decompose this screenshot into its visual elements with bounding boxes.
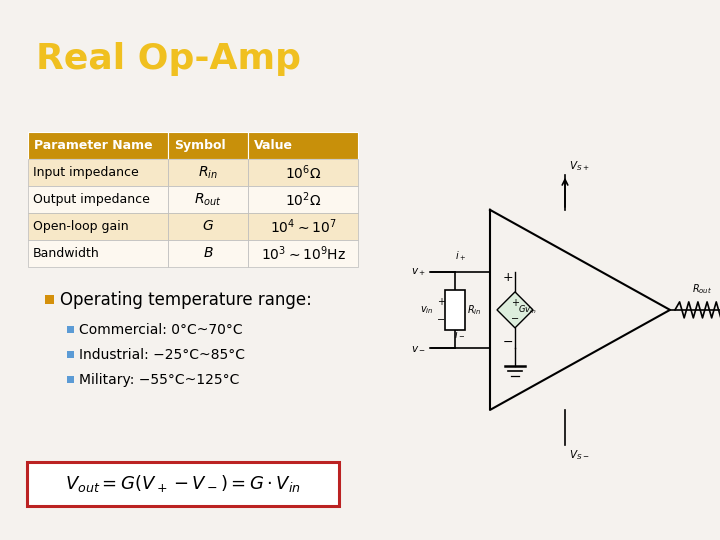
Text: $10^3{\sim}10^9$Hz: $10^3{\sim}10^9$Hz [261, 244, 346, 262]
Text: Input impedance: Input impedance [33, 166, 139, 179]
Bar [28, 132, 168, 159]
Text: Value: Value [254, 139, 293, 152]
Text: $v_+$: $v_+$ [411, 266, 426, 278]
Text: Commercial: 0°C~70°C: Commercial: 0°C~70°C [79, 323, 243, 337]
Text: Symbol: Symbol [174, 139, 225, 152]
Text: $-$: $-$ [436, 313, 446, 323]
Text: $V_{out} = G(V_+ - V_-) = G \cdot V_{in}$: $V_{out} = G(V_+ - V_-) = G \cdot V_{in}… [65, 474, 301, 495]
Text: $10^6\Omega$: $10^6\Omega$ [284, 163, 321, 181]
Text: +: + [437, 297, 445, 307]
Bar [248, 159, 358, 186]
Text: $-$: $-$ [503, 335, 513, 348]
Bar [28, 213, 168, 240]
Text: $v_{in}$: $v_{in}$ [420, 304, 433, 316]
Bar [28, 240, 168, 267]
Text: Operating temperature range:: Operating temperature range: [60, 291, 312, 309]
Bar [67, 326, 74, 333]
Text: $R_{in}$: $R_{in}$ [467, 303, 482, 317]
Bar [168, 159, 248, 186]
Bar [248, 132, 358, 159]
Bar [248, 213, 358, 240]
Bar [67, 352, 74, 359]
Text: $10^4{\sim}10^7$: $10^4{\sim}10^7$ [270, 217, 336, 235]
Polygon shape [497, 292, 533, 328]
Bar [445, 290, 465, 330]
Text: $v_-$: $v_-$ [411, 343, 426, 353]
Bar [168, 240, 248, 267]
Bar [248, 186, 358, 213]
Text: $R_{out}$: $R_{out}$ [693, 282, 713, 296]
Text: +: + [511, 298, 519, 308]
Text: Real Op-Amp: Real Op-Amp [36, 43, 301, 76]
Bar [168, 132, 248, 159]
Text: $G$: $G$ [202, 219, 214, 233]
Text: Industrial: −25°C~85°C: Industrial: −25°C~85°C [79, 348, 245, 362]
Text: $V_{S+}$: $V_{S+}$ [569, 159, 590, 173]
Text: Open-loop gain: Open-loop gain [33, 220, 129, 233]
Text: $Gv_{in}$: $Gv_{in}$ [518, 303, 536, 316]
FancyBboxPatch shape [27, 462, 339, 506]
Text: +: + [503, 272, 513, 285]
Bar [168, 213, 248, 240]
Bar [45, 295, 54, 305]
Text: Output impedance: Output impedance [33, 193, 150, 206]
Text: $R_{in}$: $R_{in}$ [198, 164, 218, 180]
Text: Parameter Name: Parameter Name [34, 139, 153, 152]
Text: $V_{S-}$: $V_{S-}$ [569, 448, 590, 462]
Bar [248, 240, 358, 267]
Text: Military: −55°C~125°C: Military: −55°C~125°C [79, 373, 239, 387]
Bar [168, 186, 248, 213]
Text: $10^2\Omega$: $10^2\Omega$ [284, 190, 321, 208]
Bar [67, 376, 74, 383]
Text: $R_{out}$: $R_{out}$ [194, 191, 222, 207]
Text: $B$: $B$ [202, 246, 213, 260]
Text: $i_-$: $i_-$ [454, 329, 466, 339]
Text: Bandwidth: Bandwidth [33, 247, 100, 260]
Text: $i_+$: $i_+$ [454, 249, 465, 263]
Bar [28, 159, 168, 186]
Bar [28, 186, 168, 213]
Text: $-$: $-$ [510, 312, 520, 322]
